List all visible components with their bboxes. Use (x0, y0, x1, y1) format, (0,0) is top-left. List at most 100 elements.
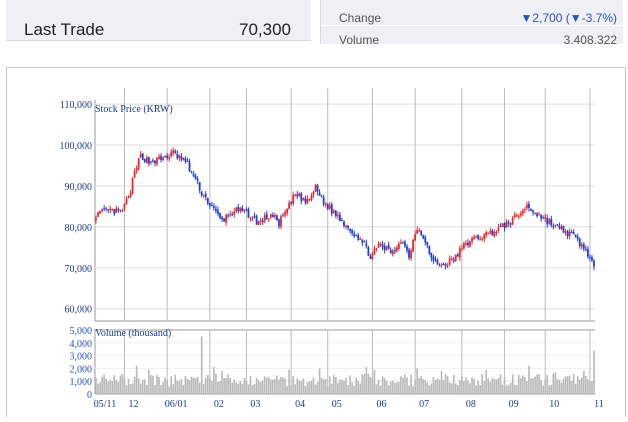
volume-bar (162, 382, 164, 394)
volume-bar (448, 382, 451, 394)
candle-body (568, 231, 571, 237)
candle-body (481, 238, 484, 240)
x-tick-label: 12 (128, 399, 138, 410)
candle-body (322, 197, 325, 205)
x-tick-label: 06/01 (165, 399, 188, 410)
volume-bar (412, 386, 414, 394)
candle-body (282, 215, 284, 217)
price-tick-label: 100,000 (60, 141, 93, 152)
volume-bar (581, 377, 583, 394)
candle-body (243, 209, 246, 211)
candle-body (247, 209, 250, 218)
volume-bar (493, 378, 496, 394)
volume-bar (209, 377, 211, 394)
candle-body (483, 234, 486, 239)
candle-body (544, 216, 547, 219)
candle-body (373, 248, 376, 255)
volume-bar (296, 378, 299, 394)
candle-body (456, 254, 459, 257)
volume-bar (452, 375, 455, 394)
candle-body (499, 226, 502, 228)
candle-body (298, 193, 301, 197)
volume-bar (422, 378, 425, 394)
volume-bar (109, 379, 112, 394)
volume-bar (400, 376, 402, 394)
volume-bar (540, 379, 542, 394)
candle-body (332, 210, 335, 213)
volume-bar (290, 385, 292, 394)
volume-row: Volume 3,408,322 (339, 33, 617, 44)
candle-body (147, 157, 150, 164)
volume-bar (107, 381, 109, 394)
volume-bar (180, 379, 183, 394)
volume-tick-label: 5,000 (70, 326, 93, 337)
candle-body (259, 220, 262, 222)
volume-bar (121, 373, 124, 394)
volume-bar (190, 376, 193, 394)
candle-body (385, 246, 388, 250)
candle-body (389, 249, 392, 254)
candle-body (438, 265, 441, 267)
volume-bar (509, 382, 512, 394)
candle-body (198, 182, 201, 191)
candle-body (587, 249, 589, 257)
volume-bar (424, 380, 427, 394)
volume-bar (552, 373, 555, 394)
candle-body (334, 210, 337, 217)
candle-body (540, 214, 543, 219)
candle-body (424, 237, 427, 243)
volume-bar (587, 379, 589, 394)
candle-body (467, 242, 469, 246)
volume-bar (101, 376, 103, 394)
change-row: Change ▼2,700 (▼-3.7%) (339, 11, 617, 25)
volume-bar (389, 381, 392, 394)
candle-body (556, 224, 559, 226)
candle-body (460, 248, 463, 250)
volume-bar (178, 380, 181, 394)
volume-bar (223, 378, 225, 394)
change-value: ▼2,700 (▼-3.7%) (520, 11, 617, 25)
candle-body (513, 215, 516, 218)
volume-bar (326, 385, 329, 394)
x-tick-label: 05 (332, 399, 342, 410)
volume-bar (146, 384, 148, 394)
volume-bar (150, 375, 152, 394)
candle-body (576, 236, 579, 239)
volume-label: Volume (339, 33, 380, 44)
volume-bar (231, 382, 233, 394)
candle-body (489, 230, 492, 234)
candle-body (294, 194, 297, 196)
candle-body (127, 196, 130, 199)
candle-body (450, 258, 453, 260)
candle-body (465, 243, 467, 245)
volume-bar (111, 381, 114, 394)
candle-body (300, 193, 303, 202)
candle-body (347, 225, 349, 228)
candle-body (131, 178, 134, 195)
candle-body (143, 158, 146, 163)
volume-bar (465, 377, 467, 394)
candle-body (249, 217, 252, 219)
candle-body (463, 243, 465, 249)
volume-bar (349, 375, 351, 394)
volume-bar (491, 377, 494, 394)
volume-bar (186, 378, 189, 394)
candle-body (497, 227, 500, 231)
candle-body (182, 157, 185, 160)
candle-body (410, 250, 412, 259)
volume-bar (292, 376, 294, 394)
stock-chart: 60,000 70,000 80,000 90,000 100,000 110,000 0… (60, 88, 604, 410)
candle-body (436, 260, 439, 265)
volume-bar (436, 378, 439, 394)
volume-bar (339, 379, 341, 394)
candle-body (432, 257, 435, 261)
volume-tick-label: 2,000 (70, 364, 93, 375)
candle-body (558, 225, 561, 229)
candle-body (365, 243, 368, 247)
volume-bar (497, 377, 500, 394)
volume-bar (428, 385, 431, 394)
volume-bar (225, 378, 227, 394)
volume-bar (548, 385, 551, 394)
candle-body (554, 224, 557, 226)
volume-bar (489, 381, 492, 394)
